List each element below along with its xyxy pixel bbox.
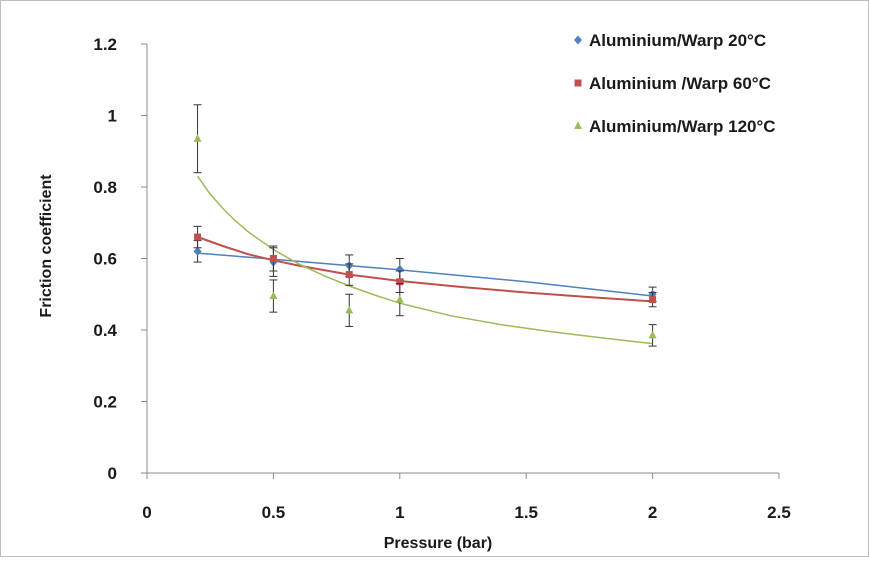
series-1: [197, 252, 653, 297]
y-tick-label: 0.2: [93, 393, 117, 412]
x-axis-title: Pressure (bar): [384, 535, 493, 552]
data-point: [574, 121, 582, 129]
axes: 0 0.5 1 1.5 2 2.5 0 0.2 0.4 0.6 0.8 1 1.2: [93, 35, 790, 522]
y-tick-label: 0.6: [93, 250, 117, 269]
data-point: [194, 233, 202, 241]
x-tick-label: 2: [648, 503, 657, 522]
trend-line: [197, 252, 653, 297]
x-tick-label: 0.5: [262, 503, 286, 522]
y-tick-label: 0: [108, 464, 117, 483]
data-point: [395, 295, 404, 303]
series-3: [196, 175, 653, 345]
series-2-points: [193, 225, 657, 308]
y-tick-label: 1: [108, 107, 117, 126]
data-point: [193, 134, 202, 142]
legend-item-1: Aluminium/Warp 20°C: [574, 31, 766, 50]
x-tick-label: 1.5: [514, 503, 538, 522]
x-tick-label: 0: [142, 503, 151, 522]
legend-item-3: Aluminium/Warp 120°C: [574, 117, 776, 136]
data-point: [574, 79, 582, 87]
data-point: [396, 278, 404, 286]
series-3-points: [193, 104, 657, 347]
data-point: [649, 296, 657, 304]
data-point: [269, 255, 277, 262]
y-tick-label: 0.8: [93, 178, 117, 197]
legend-label: Aluminium/Warp 120°C: [589, 117, 776, 136]
legend-label: Aluminium/Warp 20°C: [589, 31, 766, 50]
data-point: [269, 291, 278, 300]
x-tick-label: 1: [395, 503, 404, 522]
y-tick-label: 0.4: [93, 321, 117, 340]
data-point: [345, 271, 353, 279]
series-layer: [193, 104, 657, 347]
legend-label: Aluminium /Warp 60°C: [589, 74, 771, 93]
data-point: [648, 330, 657, 339]
series-1-points: [193, 240, 657, 302]
data-point: [345, 305, 354, 314]
x-tick-label: 2.5: [767, 503, 791, 522]
series-2: [197, 236, 653, 303]
trend-line: [196, 175, 653, 345]
data-point: [574, 35, 582, 45]
y-tick-label: 1.2: [93, 35, 117, 54]
data-point: [193, 246, 202, 256]
trend-line: [197, 236, 653, 303]
legend-item-2: Aluminium /Warp 60°C: [574, 74, 771, 93]
legend: Aluminium/Warp 20°C Aluminium /Warp 60°C A…: [574, 31, 776, 136]
y-axis-title: Friction coefficient: [38, 174, 55, 318]
